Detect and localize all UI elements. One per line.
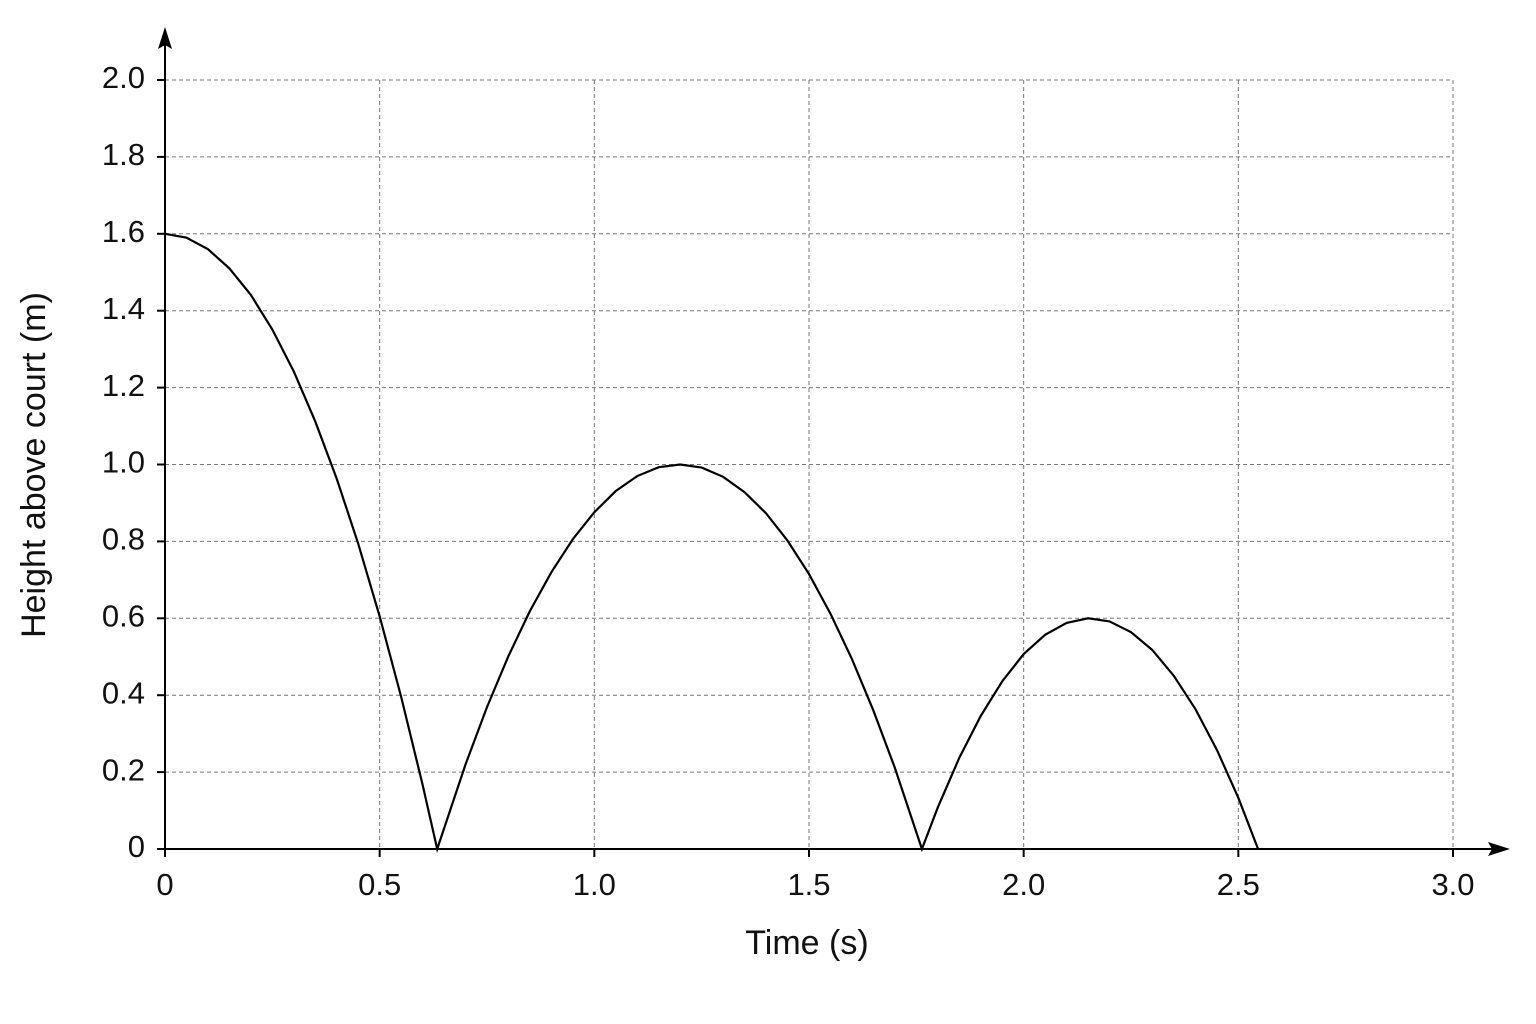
y-tick-label: 1.4 xyxy=(102,291,145,326)
x-tick-label: 0 xyxy=(156,867,173,902)
x-axis-arrow xyxy=(1488,842,1510,856)
y-tick-label: 0.6 xyxy=(102,598,145,633)
x-tick-label: 2.0 xyxy=(1002,867,1045,902)
x-tick-label: 2.5 xyxy=(1217,867,1260,902)
x-tick-label: 3.0 xyxy=(1431,867,1474,902)
y-tick-label: 1.6 xyxy=(102,214,145,249)
y-tick-label: 0.8 xyxy=(102,522,145,557)
y-axis-title: Height above court (m) xyxy=(15,292,53,638)
y-tick-label: 2.0 xyxy=(102,60,145,95)
y-axis-arrow xyxy=(158,27,172,49)
y-tick-label: 1.8 xyxy=(102,137,145,172)
y-tick-label: 0.2 xyxy=(102,752,145,787)
x-tick-label: 1.5 xyxy=(787,867,830,902)
x-tick-label: 0.5 xyxy=(358,867,401,902)
y-tick-label: 1.0 xyxy=(102,445,145,480)
x-tick-label: 1.0 xyxy=(573,867,616,902)
y-tick-label: 1.2 xyxy=(102,368,145,403)
data-line xyxy=(164,232,1260,854)
x-axis-title: Time (s) xyxy=(745,924,868,962)
y-tick-label: 0 xyxy=(128,829,145,864)
y-tick-label: 0.4 xyxy=(102,675,145,710)
